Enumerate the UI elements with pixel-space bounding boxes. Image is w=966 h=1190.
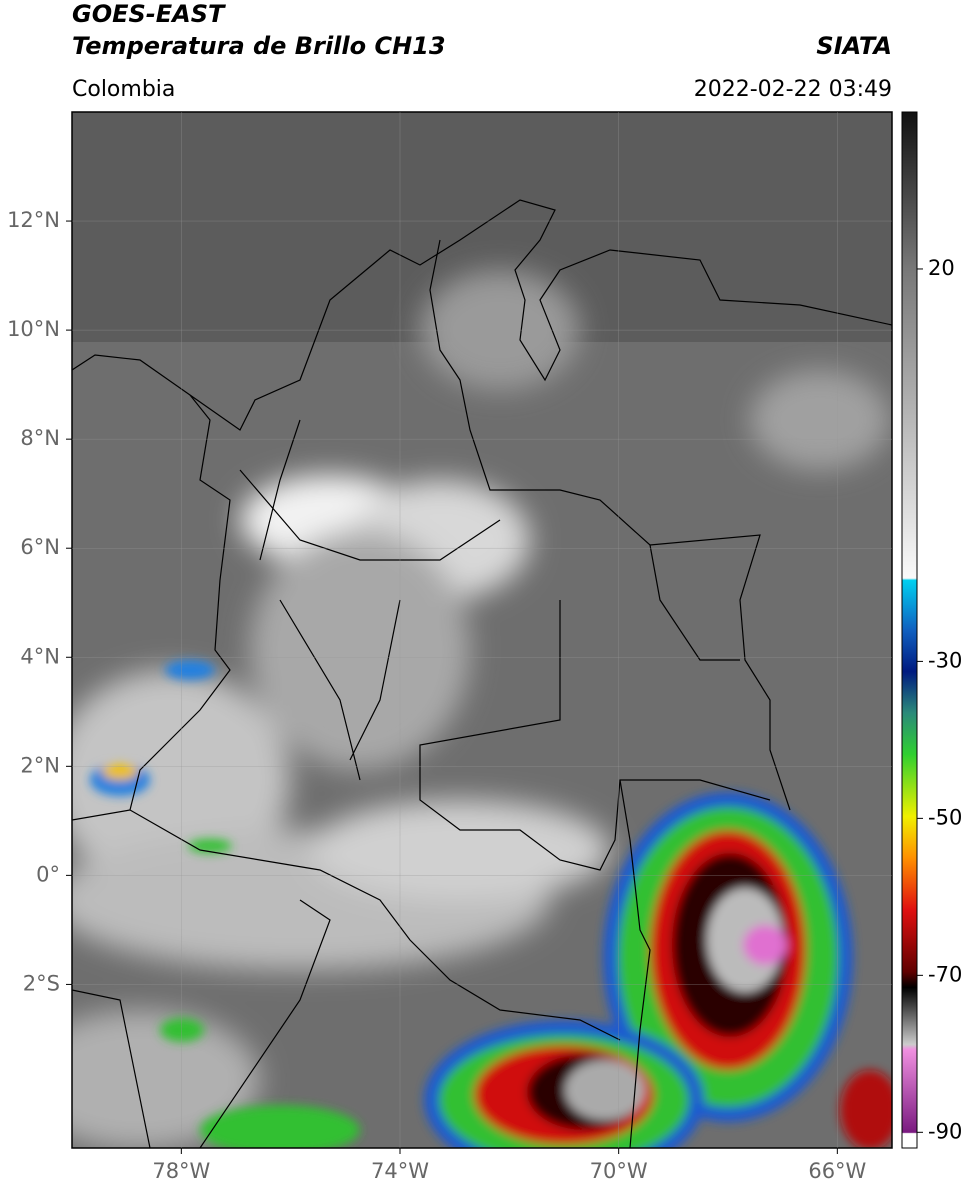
y-tick-label: 2°N	[20, 753, 60, 777]
x-tick-label: 70°W	[590, 1159, 648, 1183]
y-tick-label: 8°N	[20, 426, 60, 450]
subtitle: Temperatura de Brillo CH13	[72, 32, 446, 60]
y-tick-label: 4°N	[20, 644, 60, 668]
colorbar	[901, 111, 918, 1149]
x-tick-label: 74°W	[371, 1159, 429, 1183]
title: GOES-EAST	[72, 0, 226, 28]
colorbar-tick-label: -90	[928, 1119, 962, 1143]
colorbar-tick-label: 20	[928, 256, 955, 280]
y-tick-label: 12°N	[7, 208, 60, 232]
y-tick-label: 10°N	[7, 317, 60, 341]
datetime: 2022-02-22 03:49	[694, 77, 892, 102]
colorbar-tick-label: -30	[928, 648, 962, 672]
region: Colombia	[72, 77, 175, 102]
y-tick-label: 0°	[36, 862, 60, 886]
y-tick-label: 2°S	[23, 971, 60, 995]
colorbar-tick-label: -50	[928, 805, 962, 829]
map-frame	[71, 111, 893, 1149]
source: SIATA	[816, 32, 892, 60]
x-tick-label: 66°W	[808, 1159, 866, 1183]
ticks: 78°W 74°W 70°W 66°W 2°S 0° 2°N 4°N 6°N 8°N 10°N 12°…	[7, 112, 962, 1183]
y-tick-label: 6°N	[20, 535, 60, 559]
x-tick-label: 78°W	[152, 1159, 210, 1183]
satellite-image	[72, 112, 892, 1148]
colorbar-tick-label: -70	[928, 962, 962, 986]
